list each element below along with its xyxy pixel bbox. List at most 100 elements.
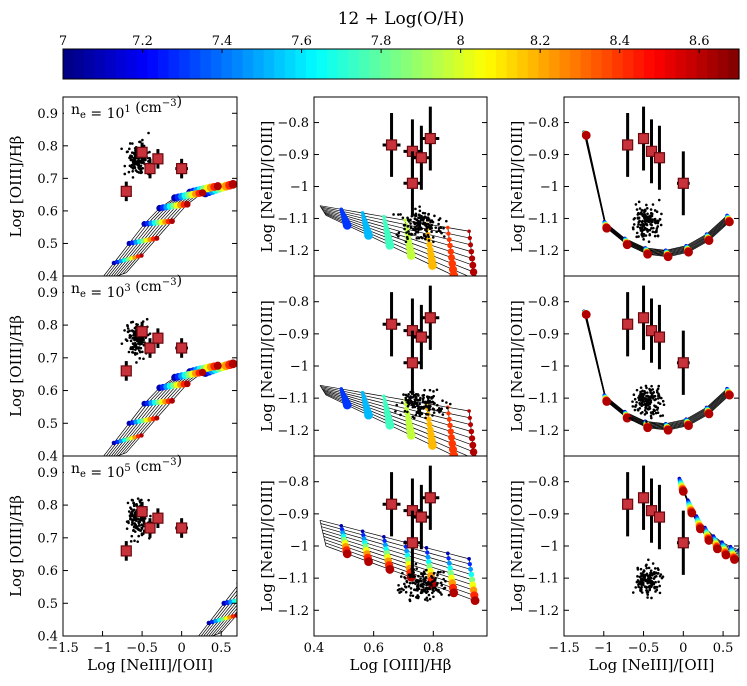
data-dot [424, 404, 428, 408]
observation-marker [120, 365, 132, 377]
data-dot [653, 575, 657, 579]
data-dot [418, 214, 422, 217]
x-tick-label: 0 [177, 641, 185, 656]
model-point [687, 508, 697, 518]
model-point [279, 561, 286, 568]
observation-marker [120, 185, 132, 197]
data-dot [141, 350, 144, 354]
data-dot [643, 409, 647, 412]
model-point [468, 428, 475, 435]
data-dot [130, 523, 134, 526]
colorbar-swatch [147, 49, 159, 79]
data-dot [415, 402, 418, 406]
data-dot [422, 396, 425, 400]
data-dot [134, 326, 138, 329]
model-point [198, 368, 207, 377]
annotation-part: e [80, 289, 86, 300]
data-dot [432, 411, 436, 414]
model-grid [103, 363, 234, 456]
data-dot [650, 384, 653, 388]
data-dot [411, 594, 415, 598]
data-dot [645, 386, 648, 390]
model-point [425, 550, 430, 555]
model-point [622, 413, 632, 423]
data-dot [647, 558, 650, 562]
data-dot [640, 392, 644, 396]
model-point [448, 259, 457, 268]
data-dot [139, 168, 142, 172]
data-dot [427, 239, 431, 242]
data-dot [637, 235, 640, 238]
data-dot [131, 176, 135, 179]
data-dot [661, 399, 665, 403]
data-dot [432, 240, 435, 244]
data-dot [415, 567, 419, 570]
model-point [243, 580, 249, 586]
annotation-part: ) [177, 273, 182, 289]
data-dot [650, 596, 653, 600]
data-dot [636, 575, 639, 578]
y-tick-label: 0.7 [37, 172, 58, 187]
data-dot [634, 203, 638, 206]
data-dot [401, 571, 404, 575]
data-dot [645, 203, 648, 207]
model-point [339, 523, 344, 528]
observation-marker [424, 132, 436, 145]
model-curve [217, 611, 237, 635]
colorbar-swatch [654, 49, 666, 79]
model-point [122, 437, 127, 443]
data-dot [639, 587, 643, 591]
model-point [449, 451, 459, 456]
data-dot [409, 222, 412, 225]
data-dot [129, 347, 132, 351]
data-dot [660, 212, 663, 216]
colorbar-swatch [73, 49, 85, 79]
data-dot [656, 411, 660, 415]
data-dot [644, 585, 648, 589]
data-dot [651, 581, 655, 585]
data-dot [635, 388, 639, 392]
model-point [684, 247, 693, 257]
data-dot [128, 334, 132, 337]
data-dot [404, 240, 408, 244]
data-dot [650, 227, 653, 230]
data-dot [143, 158, 147, 162]
model-curve [322, 529, 472, 575]
data-dot [634, 586, 637, 589]
y-tick-label: 0.6 [37, 204, 58, 219]
y-tick-label: −0.9 [277, 148, 309, 163]
data-dot [416, 586, 420, 589]
data-dot [125, 339, 129, 342]
data-dot [442, 570, 445, 574]
annotation-background [64, 98, 204, 120]
x-tick-label: 0.4 [304, 641, 325, 656]
observation-marker [637, 492, 650, 504]
data-dot [137, 346, 141, 349]
colorbar-swatch [517, 49, 529, 79]
y-tick-label: −1.2 [527, 604, 559, 619]
model-curve [319, 385, 327, 396]
data-dot [395, 403, 399, 407]
data-dot [648, 233, 652, 237]
data-dot [430, 230, 433, 234]
model-point [602, 397, 612, 406]
data-dot [645, 420, 648, 423]
data-dot [137, 534, 140, 538]
model-point [281, 548, 289, 556]
data-dot [402, 393, 405, 396]
data-dot [136, 540, 139, 543]
data-dot [414, 226, 417, 229]
data-dot [138, 499, 142, 503]
colorbar-swatch [622, 49, 634, 79]
colorbar-swatch [295, 49, 307, 79]
data-dot [657, 580, 660, 584]
panel-row3-col1: 0.4 0.5 0.6 0.7 0.8 0.9 −1.5 −1 −0.5 0 0.5 Log [OII… [7, 453, 289, 674]
data-dot [641, 389, 644, 393]
data-dot [643, 208, 647, 212]
model-point [695, 524, 705, 534]
colorbar-swatch [580, 49, 592, 79]
colorbar-tick-label: 7.4 [212, 34, 233, 49]
data-dot [649, 414, 653, 418]
data-dot [640, 208, 644, 212]
panel-plot-area [319, 106, 478, 276]
